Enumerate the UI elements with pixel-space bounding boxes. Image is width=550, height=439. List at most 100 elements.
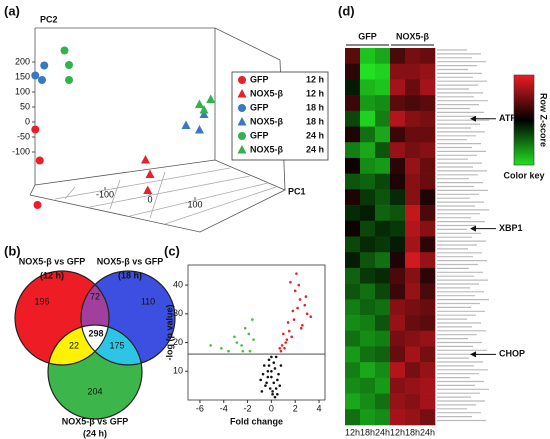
- heatmap-cell: [405, 315, 421, 332]
- heatmap-cell: [390, 157, 406, 174]
- heatmap-cell: [375, 220, 391, 237]
- point: [181, 120, 191, 129]
- heatmap-cell: [360, 95, 376, 112]
- heatmap-cell: [375, 362, 391, 379]
- color-key-title: Color key: [503, 170, 544, 180]
- heatmap-cell: [420, 142, 436, 159]
- heatmap-cell: [375, 330, 391, 347]
- x-tick-label: 100: [187, 199, 202, 209]
- heatmap-cell: [375, 142, 391, 159]
- y-tick-label: 50: [20, 101, 30, 111]
- point: [305, 312, 309, 316]
- heatmap-cell: [345, 157, 361, 174]
- legend-box: [231, 71, 329, 161]
- heatmap-cell: [345, 236, 361, 253]
- heatmap-cell: [345, 220, 361, 237]
- point: [298, 298, 302, 301]
- heatmap-cell: [420, 126, 436, 143]
- heatmap-cell: [360, 299, 376, 316]
- heatmap-cell: [420, 110, 436, 127]
- heatmap-cell: [405, 362, 421, 379]
- point: [199, 109, 209, 118]
- point: [273, 395, 277, 399]
- heatmap-cell: [375, 315, 391, 332]
- legend-label: 24 h: [306, 130, 324, 140]
- point: [285, 338, 289, 341]
- point: [279, 349, 283, 353]
- venn-clip: [48, 325, 109, 365]
- legend-label: NOX5-β: [250, 88, 284, 98]
- point: [278, 346, 282, 350]
- point: [271, 390, 274, 393]
- color-key: [513, 74, 535, 166]
- heatmap-cell: [375, 126, 391, 143]
- point: [267, 364, 271, 367]
- point: [277, 372, 280, 376]
- point: [287, 329, 291, 333]
- point: [301, 324, 304, 327]
- heatmap-cell: [360, 330, 376, 347]
- x-tick-label: 0: [147, 194, 152, 204]
- heatmap-cell: [375, 409, 391, 426]
- column-label: 18h: [360, 427, 375, 437]
- heatmap-cell: [375, 173, 391, 190]
- column-label: 18h: [405, 427, 420, 437]
- heatmap-cell: [420, 362, 436, 379]
- heatmap-cell: [420, 205, 436, 222]
- heatmap-cell: [360, 110, 376, 127]
- heatmap-cell: [375, 283, 391, 300]
- heatmap-cell: [420, 157, 436, 174]
- heatmap-cell: [405, 48, 421, 65]
- point: [266, 375, 270, 379]
- point: [289, 280, 292, 284]
- axis-label: PC2: [40, 14, 58, 24]
- set-label: NOX5-β vs GFP: [19, 256, 86, 266]
- heatmap-cell: [375, 157, 391, 174]
- point: [271, 392, 274, 396]
- legend-label: 18 h: [306, 116, 324, 126]
- heatmap-cell: [360, 126, 376, 143]
- venn-count: 72: [90, 291, 100, 301]
- point: [268, 387, 272, 390]
- point: [247, 332, 251, 336]
- annotation-arrowhead: [470, 225, 476, 232]
- heatmap-cell: [360, 173, 376, 190]
- point: [278, 384, 282, 387]
- column-label: 12h: [345, 427, 360, 437]
- heatmap-cell: [420, 283, 436, 300]
- legend-marker: [237, 89, 247, 98]
- point: [195, 99, 204, 108]
- heatmap-cell: [390, 283, 406, 300]
- heatmap-cell: [420, 267, 436, 284]
- x-tick-label: 2: [293, 403, 298, 413]
- heatmap-cell: [405, 63, 421, 80]
- axis-label: PC1: [288, 186, 306, 196]
- venn-count: 110: [141, 296, 155, 306]
- heatmap-cell: [360, 315, 376, 332]
- heatmap-cell: [420, 377, 436, 394]
- heatmap-cell: [375, 267, 391, 284]
- point: [266, 369, 270, 373]
- point: [241, 349, 245, 353]
- point: [272, 361, 276, 364]
- heatmap-cell: [420, 48, 436, 65]
- legend-marker: [238, 76, 246, 84]
- heatmap-cell: [390, 126, 406, 143]
- point: [273, 367, 277, 370]
- heatmap-cell: [345, 63, 361, 80]
- venn-count: 298: [88, 328, 103, 338]
- point: [145, 169, 155, 178]
- point: [209, 344, 212, 347]
- point: [265, 381, 268, 385]
- point: [260, 390, 264, 393]
- point: [293, 289, 297, 293]
- heatmap-cell: [360, 346, 376, 363]
- venn-count: 22: [69, 340, 79, 350]
- heatmap-cell: [420, 79, 436, 96]
- point: [299, 326, 303, 330]
- heatmap-cell: [360, 142, 376, 159]
- heatmap-cell: [390, 377, 406, 394]
- y-tick-label: 150: [15, 71, 30, 81]
- point: [304, 295, 308, 298]
